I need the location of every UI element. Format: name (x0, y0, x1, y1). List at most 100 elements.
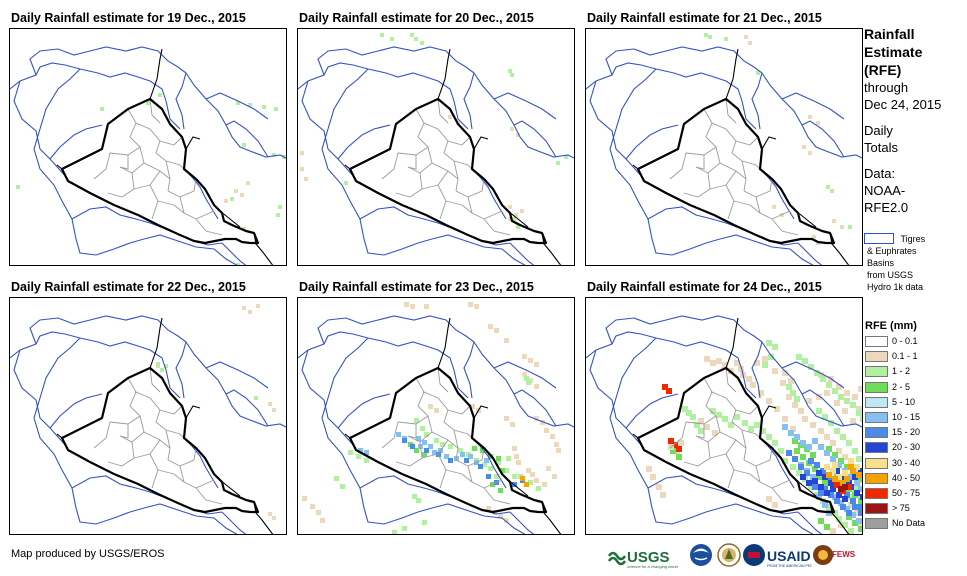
rainfall-cell (300, 151, 304, 155)
rainfall-cell (850, 512, 856, 518)
province-boundary (483, 218, 511, 236)
rainfall-cell (810, 452, 816, 458)
rainfall-cell (832, 462, 838, 468)
rainfall-cell (790, 464, 796, 470)
rainfall-cell (390, 37, 394, 41)
river-line (761, 341, 862, 428)
panel-title-20: Daily Rainfall estimate for 20 Dec., 201… (299, 11, 534, 25)
international-border (473, 136, 489, 150)
rainfall-cell (340, 484, 345, 489)
rainfall-cell (356, 454, 361, 459)
rainfall-cell (424, 448, 429, 453)
rainfall-cell (828, 492, 834, 498)
rainfall-cell (402, 526, 407, 531)
rainfall-cell (422, 520, 427, 525)
basin-swatch (864, 233, 894, 244)
rainfall-cell (556, 448, 561, 453)
province-boundary (683, 172, 711, 198)
rainfall-cell (534, 478, 539, 483)
rainfall-cell (848, 502, 854, 508)
rainfall-cell (800, 454, 806, 460)
rainfall-cell (556, 161, 560, 165)
rainfall-cell (510, 422, 515, 427)
usgs-logo: USGS science for a changing world (607, 549, 678, 569)
river-line (225, 389, 269, 427)
international-border (437, 317, 451, 369)
river-line (337, 393, 391, 429)
rainfall-cell (818, 484, 824, 490)
rainfall-cell (448, 115, 452, 119)
rainfall-cell (522, 354, 527, 359)
rainfall-cell (822, 502, 828, 508)
river-line (647, 475, 799, 515)
rainfall-cell (236, 263, 240, 265)
province-boundary (695, 146, 721, 174)
rainfall-cell (850, 418, 856, 424)
rainfall-cell (860, 494, 862, 500)
rainfall-cell (834, 400, 840, 406)
rainfall-cell (808, 484, 814, 490)
province-boundary (407, 146, 433, 174)
rfe-swatch (865, 366, 888, 378)
rainfall-cell (802, 145, 806, 149)
rainfall-cell (728, 422, 734, 428)
rainfall-cell (316, 510, 321, 515)
river-line (589, 349, 645, 449)
rainfall-cell (854, 464, 860, 470)
rainfall-cell (766, 496, 772, 502)
international-border (789, 473, 817, 497)
province-boundary (711, 122, 737, 154)
rainfall-cell (816, 494, 822, 500)
province-boundary (453, 429, 459, 449)
rainfall-cell (416, 498, 421, 503)
rainfall-cell (246, 181, 250, 185)
rainfall-cell (434, 408, 439, 413)
province-boundary (149, 367, 161, 393)
rainfall-cell (486, 506, 491, 511)
data-source-line: RFE2.0 (864, 200, 909, 215)
rainfall-cell (402, 438, 407, 443)
rainfall-cell (754, 422, 760, 428)
rainfall-cell (300, 167, 304, 171)
river-line (719, 234, 814, 265)
rainfall-cell (448, 458, 453, 463)
province-boundary (149, 98, 161, 124)
river-line (317, 46, 475, 130)
rfe-swatch (865, 488, 888, 499)
rainfall-cell (422, 440, 427, 445)
rainfall-cell (806, 444, 812, 450)
rainfall-cell (698, 428, 704, 434)
river-line (205, 92, 269, 120)
rainfall-cell (782, 370, 788, 376)
rainfall-cell (514, 454, 519, 459)
province-boundary (771, 487, 799, 505)
rainfall-cell (704, 356, 710, 362)
rainfall-cell (832, 219, 836, 223)
rainfall-cell (514, 213, 518, 217)
river-line (797, 511, 823, 534)
rainfall-cell (786, 384, 792, 390)
rainfall-cell (444, 454, 449, 459)
rainfall-cell (814, 462, 820, 468)
country-boundary (60, 366, 260, 514)
rainfall-cell (516, 225, 520, 229)
rainfall-cell (396, 432, 401, 437)
river-line (221, 511, 247, 534)
international-border (149, 48, 163, 100)
rfe-swatch (865, 427, 888, 439)
province-boundary (443, 421, 473, 439)
rainfall-cell (498, 514, 503, 519)
province-boundary (143, 431, 171, 461)
rainfall-cell (836, 462, 842, 468)
province-boundary (709, 170, 737, 190)
province-boundary (437, 184, 447, 220)
river-line (301, 349, 357, 449)
rfe-label: 50 - 75 (892, 488, 921, 498)
rainfall-cell (274, 107, 278, 111)
data-source-line: NOAA- (864, 183, 906, 198)
province-boundary (743, 178, 773, 198)
rainfall-cell (796, 354, 802, 360)
rainfall-cell (534, 384, 539, 389)
rainfall-cell (840, 474, 846, 480)
river-line (10, 62, 181, 130)
